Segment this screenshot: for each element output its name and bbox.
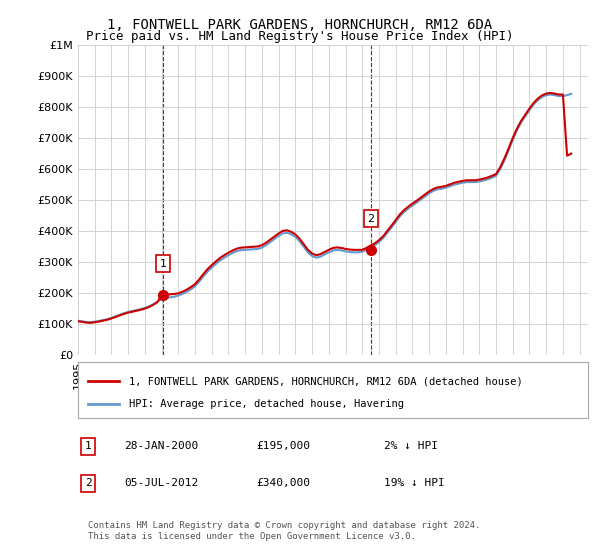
Text: 1: 1 bbox=[160, 259, 166, 269]
Text: £340,000: £340,000 bbox=[257, 478, 311, 488]
Text: 28-JAN-2000: 28-JAN-2000 bbox=[124, 441, 198, 451]
Text: 1, FONTWELL PARK GARDENS, HORNCHURCH, RM12 6DA (detached house): 1, FONTWELL PARK GARDENS, HORNCHURCH, RM… bbox=[129, 376, 523, 386]
Text: HPI: Average price, detached house, Havering: HPI: Average price, detached house, Have… bbox=[129, 399, 404, 409]
Text: 05-JUL-2012: 05-JUL-2012 bbox=[124, 478, 198, 488]
Text: 2: 2 bbox=[85, 478, 92, 488]
Text: 2% ↓ HPI: 2% ↓ HPI bbox=[384, 441, 438, 451]
Text: £195,000: £195,000 bbox=[257, 441, 311, 451]
Text: 2: 2 bbox=[367, 214, 374, 224]
Text: Contains HM Land Registry data © Crown copyright and database right 2024.
This d: Contains HM Land Registry data © Crown c… bbox=[88, 521, 481, 540]
Text: 1: 1 bbox=[85, 441, 92, 451]
Text: 19% ↓ HPI: 19% ↓ HPI bbox=[384, 478, 445, 488]
Text: Price paid vs. HM Land Registry's House Price Index (HPI): Price paid vs. HM Land Registry's House … bbox=[86, 30, 514, 43]
Text: 1, FONTWELL PARK GARDENS, HORNCHURCH, RM12 6DA: 1, FONTWELL PARK GARDENS, HORNCHURCH, RM… bbox=[107, 18, 493, 32]
